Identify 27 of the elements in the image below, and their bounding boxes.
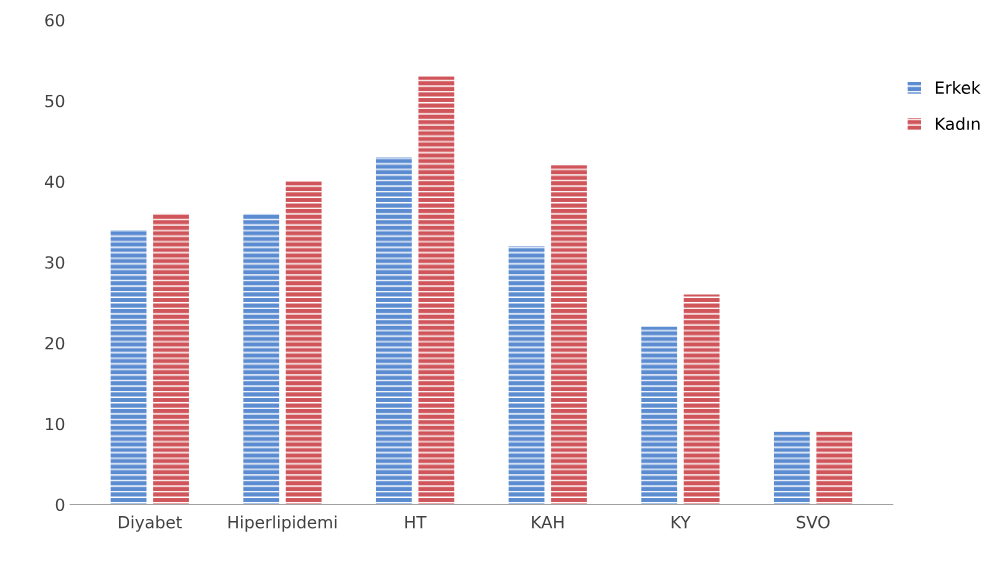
x-tick-label: Diyabet xyxy=(118,515,182,532)
bar xyxy=(110,229,147,505)
bar xyxy=(773,431,810,505)
bar xyxy=(551,165,587,505)
y-tick-label: 50 xyxy=(45,94,65,108)
x-tick-label: SVO xyxy=(796,515,830,529)
bar xyxy=(508,246,545,505)
x-tick-label: KAH xyxy=(532,516,564,529)
bar xyxy=(816,431,853,505)
bar xyxy=(285,181,322,505)
bar xyxy=(683,294,720,505)
legend-label: Kadın xyxy=(935,117,980,131)
y-tick-label: 20 xyxy=(45,336,65,350)
x-tick-label: Hiperlipidemi xyxy=(228,515,337,532)
y-tick-label: 10 xyxy=(45,417,65,431)
y-tick-label: 40 xyxy=(44,175,65,189)
y-tick-label: 60 xyxy=(45,13,65,27)
bar xyxy=(153,213,189,505)
x-tick-label: KY xyxy=(671,516,691,529)
bar xyxy=(243,213,280,505)
bar xyxy=(418,76,455,505)
legend-label: Erkek xyxy=(935,81,981,94)
bar xyxy=(641,326,678,505)
y-tick-label: 0 xyxy=(55,498,65,512)
x-tick-label: HT xyxy=(405,516,427,529)
bar xyxy=(375,157,412,505)
y-tick-label: 30 xyxy=(45,256,65,269)
